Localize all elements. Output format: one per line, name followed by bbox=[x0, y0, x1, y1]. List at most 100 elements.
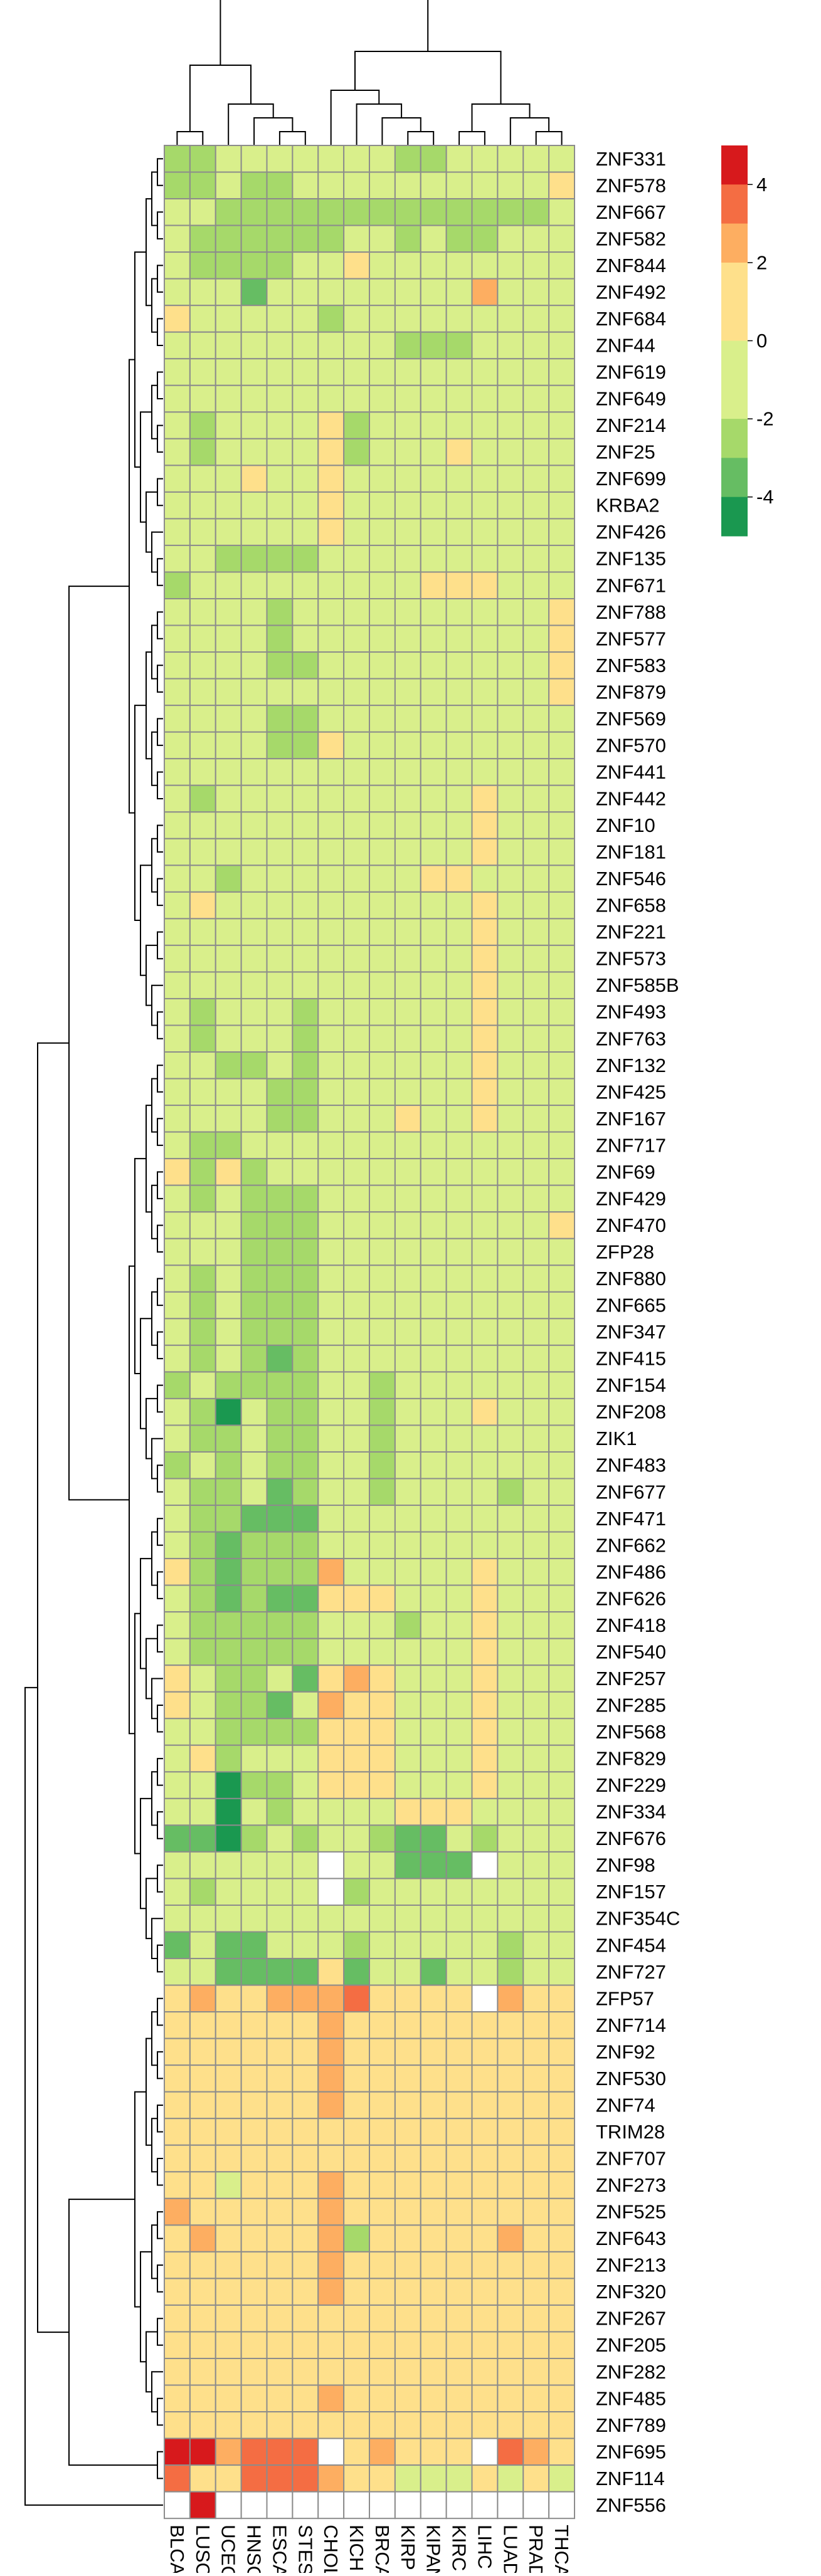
heatmap-cell bbox=[164, 1824, 191, 1853]
heatmap-cell bbox=[189, 1611, 216, 1639]
heatmap-cell bbox=[164, 1718, 191, 1746]
heatmap-cell bbox=[522, 544, 550, 573]
heatmap-cell bbox=[215, 997, 242, 1026]
heatmap-cell bbox=[471, 145, 499, 173]
heatmap-cell bbox=[369, 224, 396, 253]
heatmap-cell bbox=[266, 544, 294, 573]
row-dendrogram-branch bbox=[151, 731, 157, 786]
row-label: ZNF643 bbox=[596, 2227, 666, 2249]
heatmap-cell bbox=[292, 1131, 319, 1160]
heatmap-cell bbox=[420, 944, 447, 973]
heatmap-cell bbox=[164, 1771, 191, 1799]
row-dendrogram-branch bbox=[157, 2105, 163, 2133]
heatmap-cell bbox=[548, 1291, 576, 1320]
heatmap-cell bbox=[189, 2411, 216, 2439]
heatmap-cell bbox=[471, 1797, 499, 1826]
heatmap-cell bbox=[548, 2171, 576, 2199]
heatmap-cell bbox=[522, 2011, 550, 2039]
heatmap-cell bbox=[240, 1024, 268, 1053]
heatmap-cell bbox=[394, 1584, 421, 1613]
heatmap-cell bbox=[471, 1931, 499, 1960]
heatmap-cell bbox=[266, 1878, 294, 1906]
heatmap-cell bbox=[471, 1664, 499, 1693]
row-label: ZNF208 bbox=[596, 1401, 666, 1423]
heatmap-cell bbox=[548, 2278, 576, 2306]
heatmap-cell bbox=[215, 1878, 242, 1906]
heatmap-cell bbox=[445, 491, 473, 520]
heatmap-cell bbox=[189, 1024, 216, 1053]
heatmap-cell bbox=[164, 1371, 191, 1399]
heatmap-cell bbox=[189, 198, 216, 226]
row-dendrogram-branch bbox=[157, 2051, 163, 2079]
column-label: LIHC bbox=[474, 2525, 495, 2569]
heatmap-cell bbox=[497, 2304, 524, 2333]
heatmap-cell bbox=[394, 2171, 421, 2199]
heatmap-cell bbox=[292, 171, 319, 200]
heatmap-cell bbox=[189, 465, 216, 493]
heatmap-cell bbox=[471, 2091, 499, 2120]
heatmap-cell bbox=[343, 571, 371, 600]
heatmap-cell bbox=[522, 1371, 550, 1399]
heatmap-cell bbox=[317, 331, 345, 360]
heatmap-cell bbox=[343, 1771, 371, 1799]
heatmap-cell bbox=[343, 2331, 371, 2359]
heatmap-cell bbox=[548, 1638, 576, 1666]
heatmap-cell bbox=[215, 758, 242, 786]
row-dendrogram-branch bbox=[157, 1997, 163, 2026]
heatmap-cell bbox=[292, 1851, 319, 1879]
heatmap-cell bbox=[215, 1744, 242, 1773]
heatmap-cell bbox=[317, 2091, 345, 2120]
row-label: ZNF320 bbox=[596, 2281, 666, 2303]
heatmap-cell bbox=[317, 1584, 345, 1613]
heatmap-cell bbox=[317, 1771, 345, 1799]
heatmap-cell bbox=[292, 305, 319, 333]
row-dendrogram-branch bbox=[157, 318, 163, 346]
heatmap-cell bbox=[292, 1078, 319, 1107]
heatmap-cell bbox=[522, 2118, 550, 2146]
heatmap-cell bbox=[343, 251, 371, 280]
heatmap-cell bbox=[522, 2331, 550, 2359]
heatmap-cell bbox=[189, 624, 216, 653]
heatmap-cell bbox=[420, 1131, 447, 1160]
column-dendrogram-branch bbox=[220, 0, 429, 65]
heatmap-cell bbox=[548, 1478, 576, 1506]
heatmap-cell bbox=[164, 891, 191, 920]
heatmap-cell bbox=[471, 2037, 499, 2066]
heatmap-cell bbox=[394, 1664, 421, 1693]
heatmap-cell bbox=[266, 2304, 294, 2333]
heatmap-cell bbox=[189, 997, 216, 1026]
heatmap-cell bbox=[548, 491, 576, 520]
heatmap-cell bbox=[215, 2304, 242, 2333]
row-dendrogram-branch bbox=[157, 878, 163, 907]
heatmap-cell bbox=[240, 2384, 268, 2413]
heatmap-cell bbox=[240, 278, 268, 307]
heatmap-cell bbox=[317, 2384, 345, 2413]
heatmap-cell bbox=[240, 2278, 268, 2306]
heatmap-cell bbox=[445, 2011, 473, 2039]
heatmap-cell bbox=[189, 2304, 216, 2333]
row-label: TRIM28 bbox=[596, 2121, 665, 2143]
heatmap-cell bbox=[548, 1584, 576, 1613]
heatmap-cell bbox=[522, 1505, 550, 1533]
heatmap-cell bbox=[471, 1184, 499, 1213]
column-label: BLCA bbox=[166, 2525, 188, 2573]
heatmap-cell bbox=[369, 1691, 396, 1720]
heatmap-cell bbox=[394, 1264, 421, 1293]
heatmap-cell bbox=[215, 1291, 242, 1320]
heatmap-cell bbox=[420, 1851, 447, 1879]
heatmap-cell bbox=[266, 571, 294, 600]
heatmap-cell bbox=[471, 2171, 499, 2199]
heatmap-cell bbox=[445, 2384, 473, 2413]
heatmap-cell bbox=[471, 1264, 499, 1293]
heatmap-cell bbox=[420, 651, 447, 680]
heatmap-cell bbox=[394, 2064, 421, 2093]
heatmap-cell bbox=[471, 1238, 499, 1266]
row-label: ZNF347 bbox=[596, 1321, 666, 1343]
heatmap-cell bbox=[164, 1984, 191, 2013]
row-dendrogram-branch bbox=[157, 665, 163, 693]
heatmap-cell bbox=[497, 1291, 524, 1320]
heatmap-cell bbox=[215, 544, 242, 573]
heatmap-cell bbox=[369, 2064, 396, 2093]
heatmap-cell bbox=[292, 1797, 319, 1826]
heatmap-cell bbox=[471, 1638, 499, 1666]
